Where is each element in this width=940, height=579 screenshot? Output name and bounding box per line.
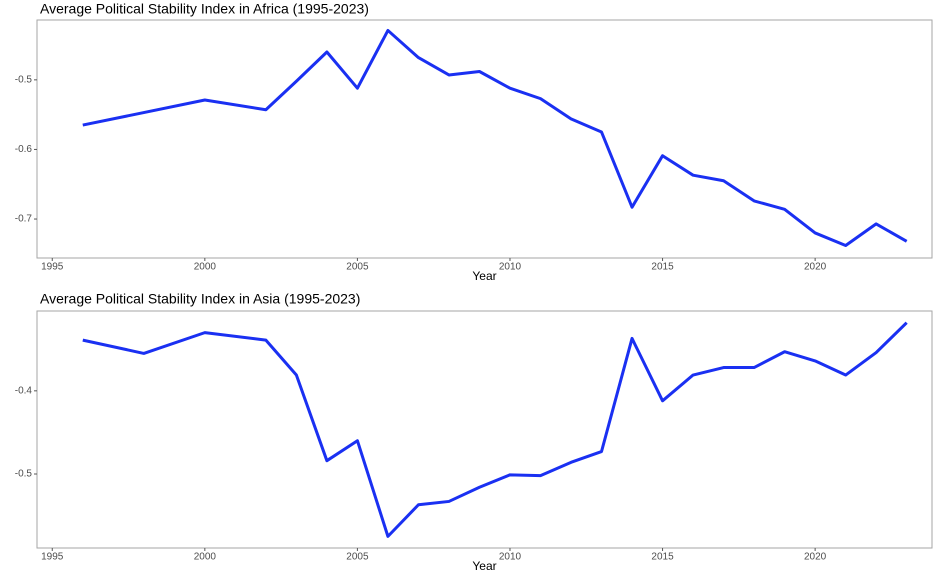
x-tick-label: 2010	[499, 262, 522, 273]
y-tick-label: -0.6	[15, 144, 33, 155]
data-line	[82, 28, 908, 247]
y-tick-label: -0.5	[15, 469, 33, 480]
x-tick-label: 2010	[499, 552, 522, 563]
chart-title: Average Political Stability Index in Asi…	[40, 291, 360, 307]
x-tick-label: 2015	[651, 262, 674, 273]
x-axis-title: Year	[472, 559, 496, 573]
plot-frame	[36, 19, 933, 259]
x-axis-title: Year	[472, 269, 496, 283]
x-tick-label: 2000	[194, 262, 217, 273]
plot-frame	[36, 310, 933, 549]
x-tick-label: 2020	[804, 262, 827, 273]
x-tick-label: 2000	[194, 552, 217, 563]
x-tick-label: 1995	[41, 552, 64, 563]
x-tick-label: 2020	[804, 552, 827, 563]
data-line	[82, 321, 908, 538]
y-tick-label: -0.4	[15, 385, 33, 396]
x-tick-label: 2015	[651, 552, 674, 563]
x-tick-label: 1995	[41, 262, 64, 273]
y-tick-label: -0.7	[15, 214, 33, 225]
chart-title: Average Political Stability Index in Afr…	[40, 1, 369, 17]
y-tick-label: -0.5	[15, 74, 33, 85]
x-tick-label: 2005	[346, 262, 369, 273]
x-tick-label: 2005	[346, 552, 369, 563]
